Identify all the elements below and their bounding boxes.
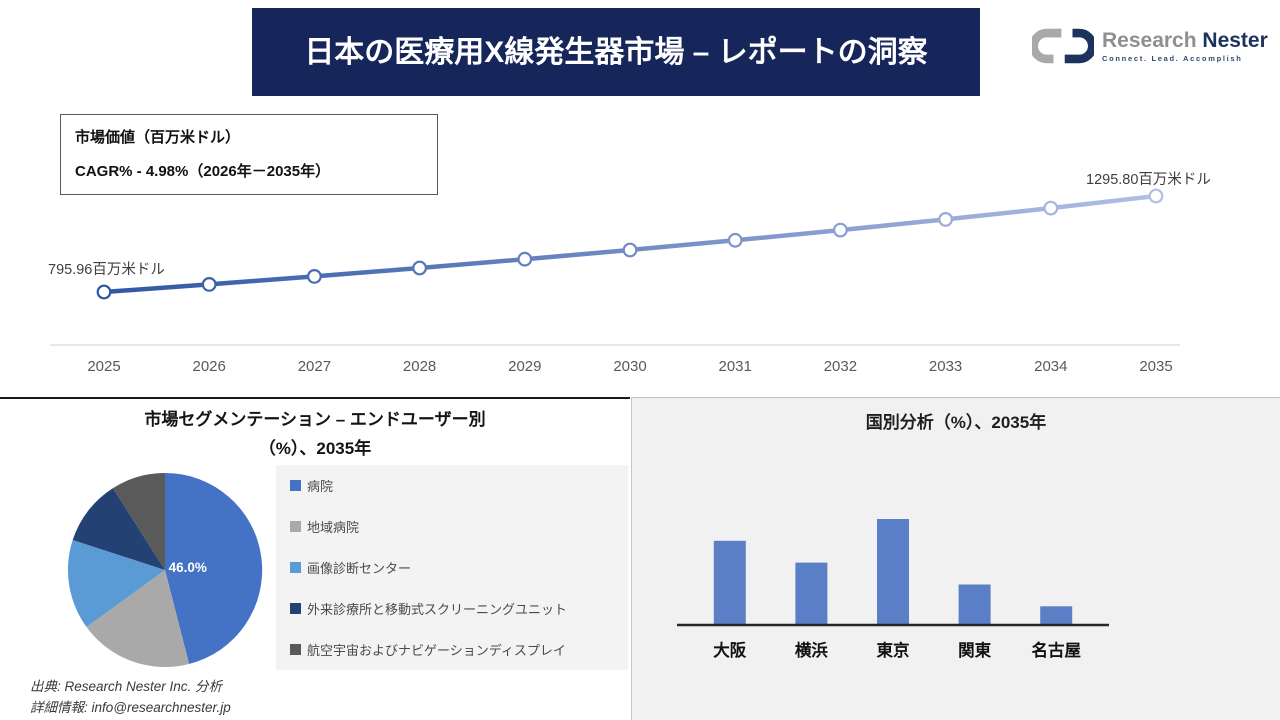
legend-label-imaging-centers: 画像診断センター [307, 561, 412, 576]
segmentation-title-line1: 市場セグメンテーション – エンドユーザー別 [144, 410, 486, 429]
logo-wordmark: Research Nester Connect. Lead. Accomplis… [1102, 28, 1268, 63]
page-title: 日本の医療用X線発生器市場 – レポートの洞察 [304, 35, 928, 69]
legend-label-aerospace-nav: 航空宇宙およびナビゲーションディスプレイ [307, 643, 566, 658]
legend-item-outpatient-mobile: 外来診療所と移動式スクリーニングユニット [290, 599, 628, 618]
svg-text:2030: 2030 [613, 358, 646, 375]
contact-email: 詳細情報: info@researchnester.jp [30, 700, 231, 715]
legend-item-imaging-centers: 画像診断センター [290, 558, 628, 577]
legend-label-outpatient-mobile: 外来診療所と移動式スクリーニングユニット [307, 602, 568, 617]
logo-name-research: Research [1102, 28, 1197, 52]
segmentation-panel: 市場セグメンテーション – エンドユーザー別 （%）、2035年 46.0% 病… [0, 397, 630, 720]
legend-label-regional-hospitals: 地域病院 [307, 520, 360, 535]
svg-text:名古屋: 名古屋 [1031, 640, 1081, 660]
segmentation-title: 市場セグメンテーション – エンドユーザー別 （%）、2035年 [0, 405, 630, 463]
legend-label-hospitals: 病院 [307, 479, 334, 494]
svg-text:2026: 2026 [193, 358, 226, 375]
cagr-label: CAGR% - 4.98%（2026年－2035年） [75, 163, 331, 180]
research-nester-logo: Research Nester Connect. Lead. Accomplis… [1032, 24, 1268, 68]
market-trend-line-chart: 2025 2026 2027 2028 2029 2030 2031 2032 2033 2034… [50, 188, 1180, 375]
svg-text:大阪: 大阪 [713, 640, 747, 660]
country-bar-chart: 大阪 横浜 東京 関東 名古屋 [677, 519, 1109, 660]
segmentation-pie-chart: 46.0% [67, 472, 263, 668]
source-attribution: 出典: Research Nester Inc. 分析 [30, 679, 223, 694]
legend-swatch-aerospace-nav [290, 644, 301, 655]
svg-text:2027: 2027 [298, 358, 331, 375]
legend-item-hospitals: 病院 [290, 476, 628, 495]
svg-text:2034: 2034 [1034, 358, 1067, 375]
market-value-box: 市場価値（百万米ドル） CAGR% - 4.98%（2026年－2035年） [60, 114, 438, 195]
legend-swatch-hospitals [290, 480, 301, 491]
market-value-label: 市場価値（百万米ドル） [75, 129, 241, 146]
chain-links-logo-icon [1032, 28, 1094, 64]
svg-text:横浜: 横浜 [795, 640, 829, 660]
legend-swatch-imaging-centers [290, 562, 301, 573]
svg-text:2025: 2025 [87, 358, 120, 375]
segmentation-legend: 病院 地域病院 画像診断センター 外来診療所と移動式スクリーニングユニット 航空… [276, 465, 628, 670]
svg-text:46.0%: 46.0% [169, 560, 207, 575]
svg-text:関東: 関東 [958, 640, 992, 660]
last-point-value-label: 1295.80百万米ドル [1086, 172, 1211, 188]
logo-tagline: Connect. Lead. Accomplish [1102, 53, 1243, 63]
first-point-value-label: 795.96百万米ドル [48, 262, 165, 278]
legend-swatch-regional-hospitals [290, 521, 301, 532]
svg-text:2031: 2031 [719, 358, 752, 375]
svg-text:2032: 2032 [824, 358, 857, 375]
country-analysis-title: 国別分析（%）、2035年 [865, 413, 1047, 432]
svg-text:2035: 2035 [1139, 358, 1172, 375]
report-title-bar: 日本の医療用X線発生器市場 – レポートの洞察 [252, 8, 980, 96]
svg-text:東京: 東京 [877, 640, 910, 660]
legend-item-regional-hospitals: 地域病院 [290, 517, 628, 536]
svg-text:2029: 2029 [508, 358, 541, 375]
legend-item-aerospace-nav: 航空宇宙およびナビゲーションディスプレイ [290, 640, 628, 659]
logo-name-nester: Nester [1202, 28, 1268, 52]
svg-text:2033: 2033 [929, 358, 962, 375]
logo-name: Research Nester [1102, 28, 1268, 52]
legend-swatch-outpatient-mobile [290, 603, 301, 614]
country-analysis-panel: 国別分析（%）、2035年 大阪 横浜 東京 関東 名古屋 [631, 397, 1280, 720]
svg-text:2028: 2028 [403, 358, 436, 375]
segmentation-title-line2: （%）、2035年 [258, 439, 372, 458]
